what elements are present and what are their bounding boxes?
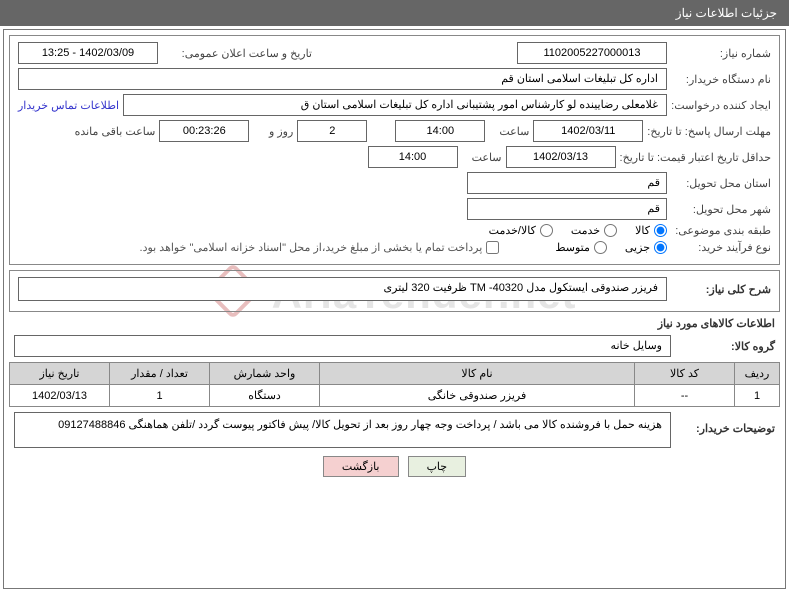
table-header-row: ردیف کد کالا نام کالا واحد شمارش تعداد /… xyxy=(10,363,780,385)
need-no-value: 1102005227000013 xyxy=(517,42,667,64)
th-name: نام کالا xyxy=(320,363,635,385)
th-date: تاریخ نیاز xyxy=(10,363,110,385)
city-label: شهر محل تحویل: xyxy=(671,203,771,216)
topic-class-label: طبقه بندی موضوعی: xyxy=(671,224,771,237)
radio-minor[interactable]: جزیی xyxy=(625,241,667,254)
need-title-section: شرح کلی نیاز: فریزر صندوقی ایستکول مدل T… xyxy=(9,270,780,312)
city-value: قم xyxy=(467,198,667,220)
need-title-value: فریزر صندوقی ایستکول مدل TM -40320 ظرفیت… xyxy=(18,277,667,301)
page-title: جزئیات اطلاعات نیاز xyxy=(676,6,777,20)
hour-label-2: ساعت xyxy=(462,151,502,164)
buyer-notes-label: توضیحات خریدار: xyxy=(675,412,775,435)
deadline-date: 1402/03/11 xyxy=(533,120,643,142)
radio-goods-input[interactable] xyxy=(654,224,667,237)
announce-value: 1402/03/09 - 13:25 xyxy=(18,42,158,64)
radio-medium[interactable]: متوسط xyxy=(555,241,607,254)
td-date: 1402/03/13 xyxy=(10,385,110,407)
radio-goods-service[interactable]: کالا/خدمت xyxy=(489,224,553,237)
payment-checkbox[interactable]: پرداخت تمام یا بخشی از مبلغ خرید،از محل … xyxy=(140,241,500,254)
print-button[interactable]: چاپ xyxy=(408,456,467,477)
back-button[interactable]: بازگشت xyxy=(323,456,399,477)
need-no-label: شماره نیاز: xyxy=(671,47,771,60)
radio-medium-input[interactable] xyxy=(594,241,607,254)
th-row: ردیف xyxy=(735,363,780,385)
goods-table: ردیف کد کالا نام کالا واحد شمارش تعداد /… xyxy=(9,362,780,407)
radio-goods-service-input[interactable] xyxy=(540,224,553,237)
days-left: 2 xyxy=(297,120,367,142)
province-label: استان محل تحویل: xyxy=(671,177,771,190)
requester-value: غلامعلی رضایینده لو کارشناس امور پشتیبان… xyxy=(123,94,667,116)
province-value: قم xyxy=(467,172,667,194)
radio-minor-input[interactable] xyxy=(654,241,667,254)
topic-radio-group: کالا خدمت کالا/خدمت xyxy=(489,224,667,237)
days-and-label: روز و xyxy=(253,125,293,138)
td-code: -- xyxy=(635,385,735,407)
th-qty: تعداد / مقدار xyxy=(110,363,210,385)
purchase-radio-group: جزیی متوسط پرداخت تمام یا بخشی از مبلغ خ… xyxy=(140,241,667,254)
goods-group-value: وسایل خانه xyxy=(14,335,671,357)
validity-label: حداقل تاریخ اعتبار قیمت: تا تاریخ: xyxy=(620,151,771,164)
deadline-time: 14:00 xyxy=(395,120,485,142)
time-left: 00:23:26 xyxy=(159,120,249,142)
td-qty: 1 xyxy=(110,385,210,407)
page-header: جزئیات اطلاعات نیاز xyxy=(0,0,789,26)
contact-link[interactable]: اطلاعات تماس خریدار xyxy=(18,99,119,112)
payment-checkbox-input[interactable] xyxy=(486,241,499,254)
th-code: کد کالا xyxy=(635,363,735,385)
radio-goods[interactable]: کالا xyxy=(635,224,667,237)
hour-label-1: ساعت xyxy=(489,125,529,138)
need-title-label: شرح کلی نیاز: xyxy=(671,283,771,296)
td-name: فریزر صندوقی خانگی xyxy=(320,385,635,407)
main-container: شماره نیاز: 1102005227000013 تاریخ و ساع… xyxy=(3,29,786,589)
th-unit: واحد شمارش xyxy=(210,363,320,385)
td-row: 1 xyxy=(735,385,780,407)
td-unit: دستگاه xyxy=(210,385,320,407)
details-section: شماره نیاز: 1102005227000013 تاریخ و ساع… xyxy=(9,35,780,265)
requester-label: ایجاد کننده درخواست: xyxy=(671,99,771,112)
purchase-type-label: نوع فرآیند خرید: xyxy=(671,241,771,254)
buyer-org-label: نام دستگاه خریدار: xyxy=(671,73,771,86)
radio-service[interactable]: خدمت xyxy=(571,224,617,237)
validity-time: 14:00 xyxy=(368,146,458,168)
announce-label: تاریخ و ساعت اعلان عمومی: xyxy=(162,47,312,60)
remaining-label: ساعت باقی مانده xyxy=(65,125,155,138)
table-row: 1 -- فریزر صندوقی خانگی دستگاه 1 1402/03… xyxy=(10,385,780,407)
footer-buttons: چاپ بازگشت xyxy=(4,456,785,477)
buyer-notes-value: هزینه حمل با فروشنده کالا می باشد / پردا… xyxy=(14,412,671,448)
buyer-org-value: اداره کل تبلیغات اسلامی استان قم xyxy=(18,68,667,90)
goods-info-heading: اطلاعات کالاهای مورد نیاز xyxy=(658,318,775,330)
deadline-label: مهلت ارسال پاسخ: تا تاریخ: xyxy=(647,125,771,138)
radio-service-input[interactable] xyxy=(604,224,617,237)
goods-group-label: گروه کالا: xyxy=(675,340,775,353)
validity-date: 1402/03/13 xyxy=(506,146,616,168)
